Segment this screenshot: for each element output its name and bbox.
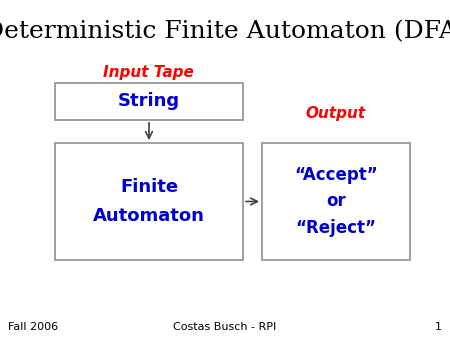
Text: “Accept”
or
“Reject”: “Accept” or “Reject” (294, 166, 378, 237)
Text: Output: Output (306, 106, 366, 121)
Text: String: String (118, 93, 180, 111)
Text: Input Tape: Input Tape (103, 65, 194, 80)
Text: Deterministic Finite Automaton (DFA): Deterministic Finite Automaton (DFA) (0, 20, 450, 43)
Text: Finite
Automaton: Finite Automaton (93, 178, 205, 225)
Text: 1: 1 (435, 322, 442, 332)
Bar (55, 83, 243, 120)
Text: Costas Busch - RPI: Costas Busch - RPI (173, 322, 277, 332)
Bar (55, 143, 243, 260)
Text: Fall 2006: Fall 2006 (8, 322, 58, 332)
Bar (262, 143, 410, 260)
